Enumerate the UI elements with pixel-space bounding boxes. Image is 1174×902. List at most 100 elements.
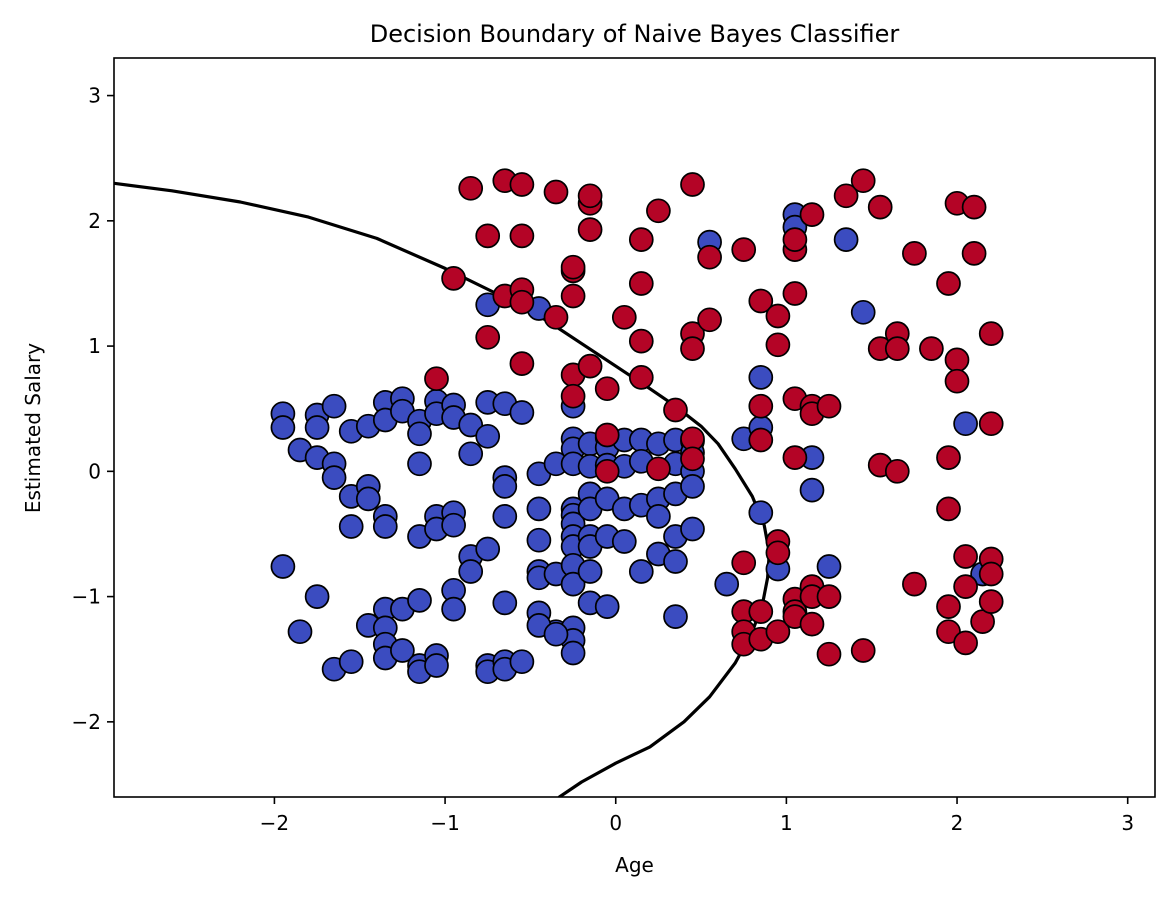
scatter-point-class-0 [509,400,535,425]
scatter-point-class-1 [782,281,808,306]
scatter-point-class-1 [680,336,705,361]
scatter-point-class-1 [816,393,842,419]
scatter-point-class-1 [424,366,449,392]
scatter-point-class-0 [492,504,518,529]
scatter-point-class-1 [509,223,535,249]
scatter-point-class-0 [287,619,313,645]
scatter-point-class-1 [560,383,586,409]
scatter-point-class-1 [748,393,774,419]
scatter-point-class-1 [577,217,603,242]
scatter-point-class-1 [646,198,671,224]
scatter-point-class-1 [748,599,774,624]
scatter-point-class-1 [509,172,535,197]
points-layer [270,168,1004,685]
plot-frame [113,57,1156,798]
scatter-point-class-1 [936,496,961,522]
scatter-point-class-1 [936,619,961,645]
scatter-point-class-1 [731,550,757,576]
scatter-point-class-0 [663,549,688,574]
scatter-point-class-1 [628,328,654,354]
scatter-point-class-1 [475,223,501,249]
scatter-point-class-1 [936,594,961,619]
scatter-point-class-0 [441,596,466,622]
scatter-point-class-0 [424,653,449,678]
scatter-point-class-1 [978,411,1004,437]
scatter-point-class-1 [475,324,501,350]
scatter-point-class-1 [833,183,859,209]
scatter-point-class-0 [458,559,484,584]
x-tick-label: 2 [951,811,964,835]
scatter-point-class-0 [407,421,432,447]
scatter-point-class-1 [850,168,876,194]
scatter-point-class-1 [816,641,842,667]
scatter-point-class-1 [748,427,774,453]
scatter-point-class-1 [919,336,944,361]
scatter-point-class-0 [475,423,501,449]
scatter-point-class-0 [407,588,432,613]
y-tick-label: −2 [72,710,101,734]
scatter-point-class-0 [458,441,484,467]
scatter-point-class-1 [953,544,978,569]
scatter-point-class-1 [765,303,791,329]
scatter-point-class-1 [816,584,842,609]
scatter-point-class-0 [509,649,535,675]
scatter-point-class-0 [680,474,705,499]
scatter-point-class-1 [697,307,722,333]
scatter-point-class-1 [663,397,688,423]
scatter-point-class-1 [936,445,961,470]
scatter-point-class-0 [355,486,381,512]
scatter-point-class-0 [492,474,518,499]
y-axis-label: Estimated Salary [21,343,45,513]
scatter-point-class-1 [799,611,825,637]
scatter-point-class-0 [663,604,688,629]
scatter-point-class-0 [338,514,364,539]
scatter-point-class-0 [560,571,586,597]
scatter-point-class-1 [782,445,808,470]
scatter-point-class-1 [543,304,569,330]
scatter-point-class-1 [628,365,654,390]
scatter-point-class-1 [782,227,808,252]
scatter-point-class-0 [543,621,569,647]
scatter-point-class-1 [611,304,637,330]
scatter-point-class-0 [304,584,330,609]
y-tick-label: 2 [88,209,101,233]
scatter-point-class-0 [372,514,398,539]
y-axis-ticks: −2 −1 0 1 2 3 [72,84,114,734]
scatter-point-class-1 [978,589,1004,614]
scatter-point-class-1 [646,456,671,482]
scatter-point-class-0 [441,512,466,538]
scatter-point-class-0 [833,227,859,252]
scatter-point-class-1 [953,630,978,656]
scatter-point-class-1 [961,241,987,266]
scatter-point-class-1 [680,446,705,472]
x-tick-label: 3 [1121,811,1134,835]
scatter-point-class-1 [765,540,791,566]
scatter-point-class-1 [577,353,603,379]
scatter-point-class-0 [714,571,740,597]
scatter-point-class-0 [646,504,671,529]
x-axis-label: Age [615,853,654,877]
scatter-point-class-1 [765,619,791,645]
scatter-point-class-1 [594,376,620,402]
scatter-point-class-1 [944,347,970,373]
scatter-point-class-1 [509,289,535,315]
scatter-point-class-1 [944,368,970,394]
scatter-point-class-1 [884,336,910,361]
chart-title: Decision Boundary of Naive Bayes Classif… [370,20,900,48]
scatter-point-class-0 [492,590,518,616]
scatter-point-class-1 [628,271,654,296]
scatter-point-class-1 [594,422,620,448]
scatter-point-class-1 [902,571,927,597]
scatter-point-class-0 [560,640,586,666]
scatter-point-class-1 [850,638,876,663]
x-tick-label: 1 [780,811,793,835]
scatter-point-class-1 [560,254,586,280]
scatter-point-class-1 [731,237,757,262]
scatter-point-class-0 [526,496,552,522]
scatter-point-class-1 [628,227,654,252]
scatter-point-class-0 [953,411,978,437]
scatter-point-class-1 [953,574,978,599]
x-axis-ticks: −2 −1 0 1 2 3 [260,797,1134,835]
